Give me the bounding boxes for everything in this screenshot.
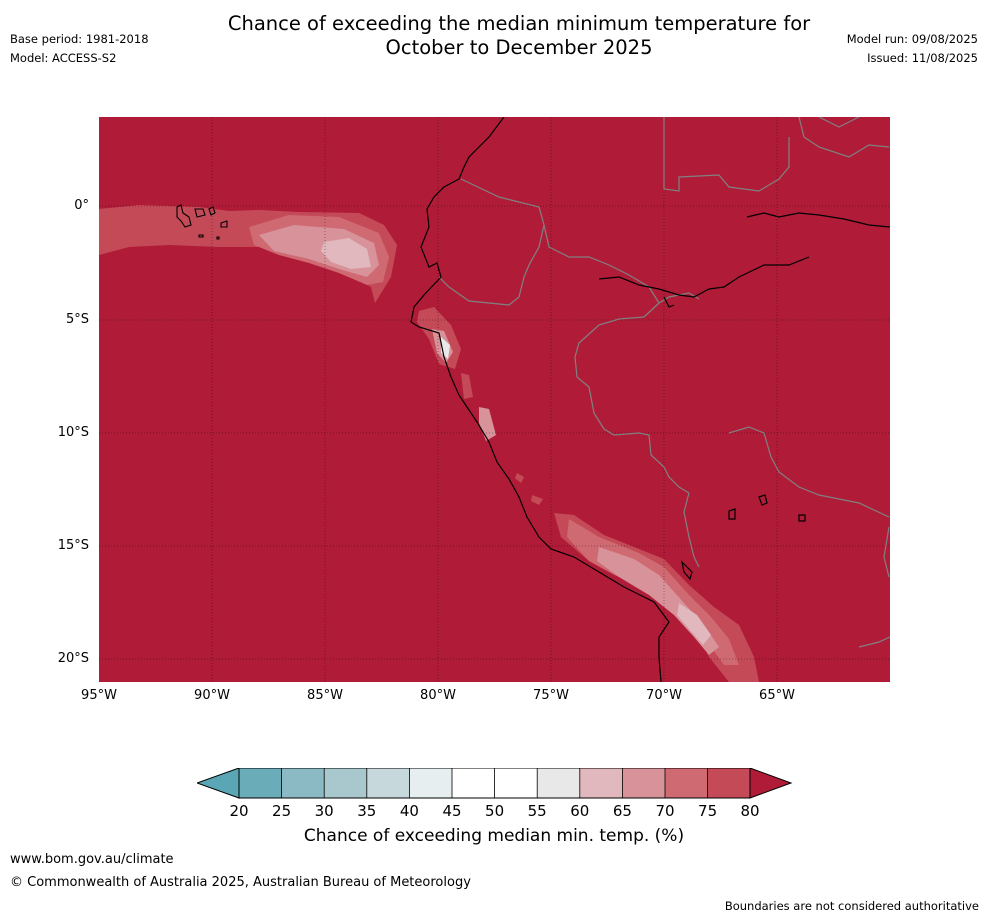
colorbar-bin-75-80 (707, 768, 750, 798)
map-title: Chance of exceeding the median minimum t… (0, 12, 988, 60)
footer-disclaimer: Boundaries are not considered authoritat… (724, 899, 979, 913)
colorbar-graphic (197, 768, 793, 799)
cb-tick-45: 45 (442, 802, 462, 820)
coastal-zone-dot-2 (531, 495, 543, 505)
lon-label-65w: 65°W (759, 688, 795, 703)
meta-left: Base period: 1981-2018 Model: ACCESS-S2 (10, 30, 149, 68)
cb-tick-30: 30 (314, 802, 334, 820)
lat-label-10s: 10°S (57, 425, 89, 440)
map-canvas (99, 117, 890, 682)
map-background-above-80 (99, 117, 890, 682)
lon-label-80w: 80°W (420, 688, 456, 703)
cb-tick-70: 70 (655, 802, 675, 820)
colorbar-bin-20-25 (239, 768, 282, 798)
footer-url: www.bom.gov.au/climate (10, 852, 174, 867)
colorbar-label: Chance of exceeding median min. temp. (%… (303, 826, 685, 846)
lat-label-15s: 15°S (57, 538, 89, 553)
gridlines (99, 117, 890, 682)
lon-label-95w: 95°W (81, 688, 117, 703)
cb-tick-25: 25 (272, 802, 292, 820)
cb-tick-55: 55 (527, 802, 547, 820)
colorbar-bin-60-65 (579, 768, 623, 798)
model-run-text: Model run: 09/08/2025 (846, 32, 978, 46)
coastal-zone-dot (515, 473, 524, 483)
colorbar-bin-35-40 (366, 768, 410, 798)
probability-zone-60-65 (321, 238, 371, 269)
lon-label-90w: 90°W (194, 688, 230, 703)
colorbar (197, 768, 793, 800)
colorbar-bin-40-45 (409, 768, 452, 798)
lon-label-75w: 75°W (533, 688, 569, 703)
meta-right: Model run: 09/08/2025 Issued: 11/08/2025 (847, 30, 978, 68)
coastline (410, 117, 890, 682)
colorbar-dividers (281, 768, 709, 798)
title-line-2: October to December 2025 (385, 36, 653, 59)
cb-tick-40: 40 (399, 802, 419, 820)
colorbar-low-extension (197, 768, 240, 799)
colorbar-high-extension (749, 768, 793, 799)
south-zone-60-65 (677, 603, 711, 645)
lat-label-0: 0° (74, 198, 89, 213)
base-period-text: Base period: 1981-2018 (10, 32, 149, 46)
lat-label-5s: 5°S (65, 312, 89, 327)
colorbar-bin-55-60 (537, 768, 580, 798)
cb-tick-20: 20 (229, 802, 249, 820)
lat-label-20s: 20°S (57, 651, 89, 666)
forecast-map: 0° 5°S 10°S 15°S 20°S 95°W 90°W 85°W 80°… (58, 117, 890, 703)
cb-tick-75: 75 (698, 802, 718, 820)
model-text: Model: ACCESS-S2 (10, 51, 117, 65)
cb-tick-35: 35 (357, 802, 377, 820)
lon-label-85w: 85°W (307, 688, 343, 703)
lon-label-70w: 70°W (646, 688, 682, 703)
cb-tick-65: 65 (612, 802, 632, 820)
colorbar-bin-25-30 (281, 768, 325, 798)
colorbar-bin-65-70 (622, 768, 665, 798)
coastal-zone-small-1 (461, 373, 473, 399)
title-line-1: Chance of exceeding the median minimum t… (227, 12, 811, 35)
cb-tick-50: 50 (485, 802, 505, 820)
colorbar-bin-30-35 (324, 768, 367, 798)
colorbar-bin-50-55 (494, 768, 538, 798)
galapagos-islands (176, 204, 228, 240)
colorbar-bin-45-50 (452, 768, 495, 798)
colorbar-bin-70-75 (665, 768, 708, 798)
cb-tick-80: 80 (740, 802, 760, 820)
cb-tick-60: 60 (570, 802, 590, 820)
footer-copyright: © Commonwealth of Australia 2025, Austra… (10, 875, 471, 890)
colorbar-frame (238, 768, 751, 799)
issued-text: Issued: 11/08/2025 (867, 51, 978, 65)
